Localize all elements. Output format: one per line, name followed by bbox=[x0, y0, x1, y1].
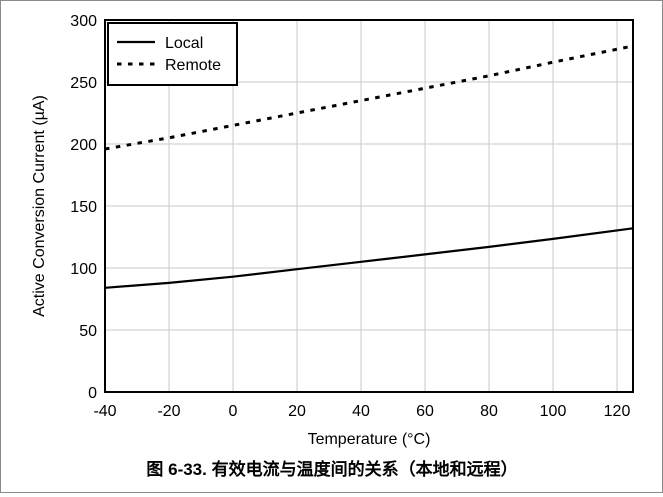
y-axis-label: Active Conversion Current (µA) bbox=[31, 95, 48, 317]
x-tick-label: 40 bbox=[352, 403, 370, 420]
y-tick-label: 100 bbox=[70, 261, 97, 278]
series-line-local bbox=[104, 227, 634, 289]
x-tick-label: 60 bbox=[416, 403, 434, 420]
plot-area-border bbox=[104, 19, 634, 393]
x-tick-label: -40 bbox=[93, 403, 116, 420]
x-tick-labels: -40 -20 0 20 40 60 80 100 120 bbox=[93, 403, 630, 420]
y-tick-label: 250 bbox=[70, 75, 97, 92]
x-tick-label: 80 bbox=[480, 403, 498, 420]
legend-box bbox=[107, 22, 238, 86]
legend-label-local: Local bbox=[165, 35, 203, 52]
x-tick-label: 20 bbox=[288, 403, 306, 420]
legend-label-remote: Remote bbox=[165, 57, 221, 74]
series-layer bbox=[104, 44, 634, 289]
x-tick-label: -20 bbox=[157, 403, 180, 420]
y-tick-labels: 0 50 100 150 200 250 300 bbox=[70, 13, 97, 402]
y-tick-label: 300 bbox=[70, 13, 97, 30]
legend: Local Remote bbox=[107, 22, 238, 86]
y-tick-label: 150 bbox=[70, 199, 97, 216]
figure-caption: 图 6-33. 有效电流与温度间的关系（本地和远程） bbox=[146, 459, 517, 479]
y-tick-label: 50 bbox=[79, 323, 97, 340]
y-tick-label: 200 bbox=[70, 137, 97, 154]
x-tick-label: 100 bbox=[540, 403, 567, 420]
x-tick-label: 120 bbox=[604, 403, 631, 420]
x-tick-label: 0 bbox=[229, 403, 238, 420]
x-axis-label: Temperature (°C) bbox=[308, 431, 431, 448]
y-tick-label: 0 bbox=[88, 385, 97, 402]
